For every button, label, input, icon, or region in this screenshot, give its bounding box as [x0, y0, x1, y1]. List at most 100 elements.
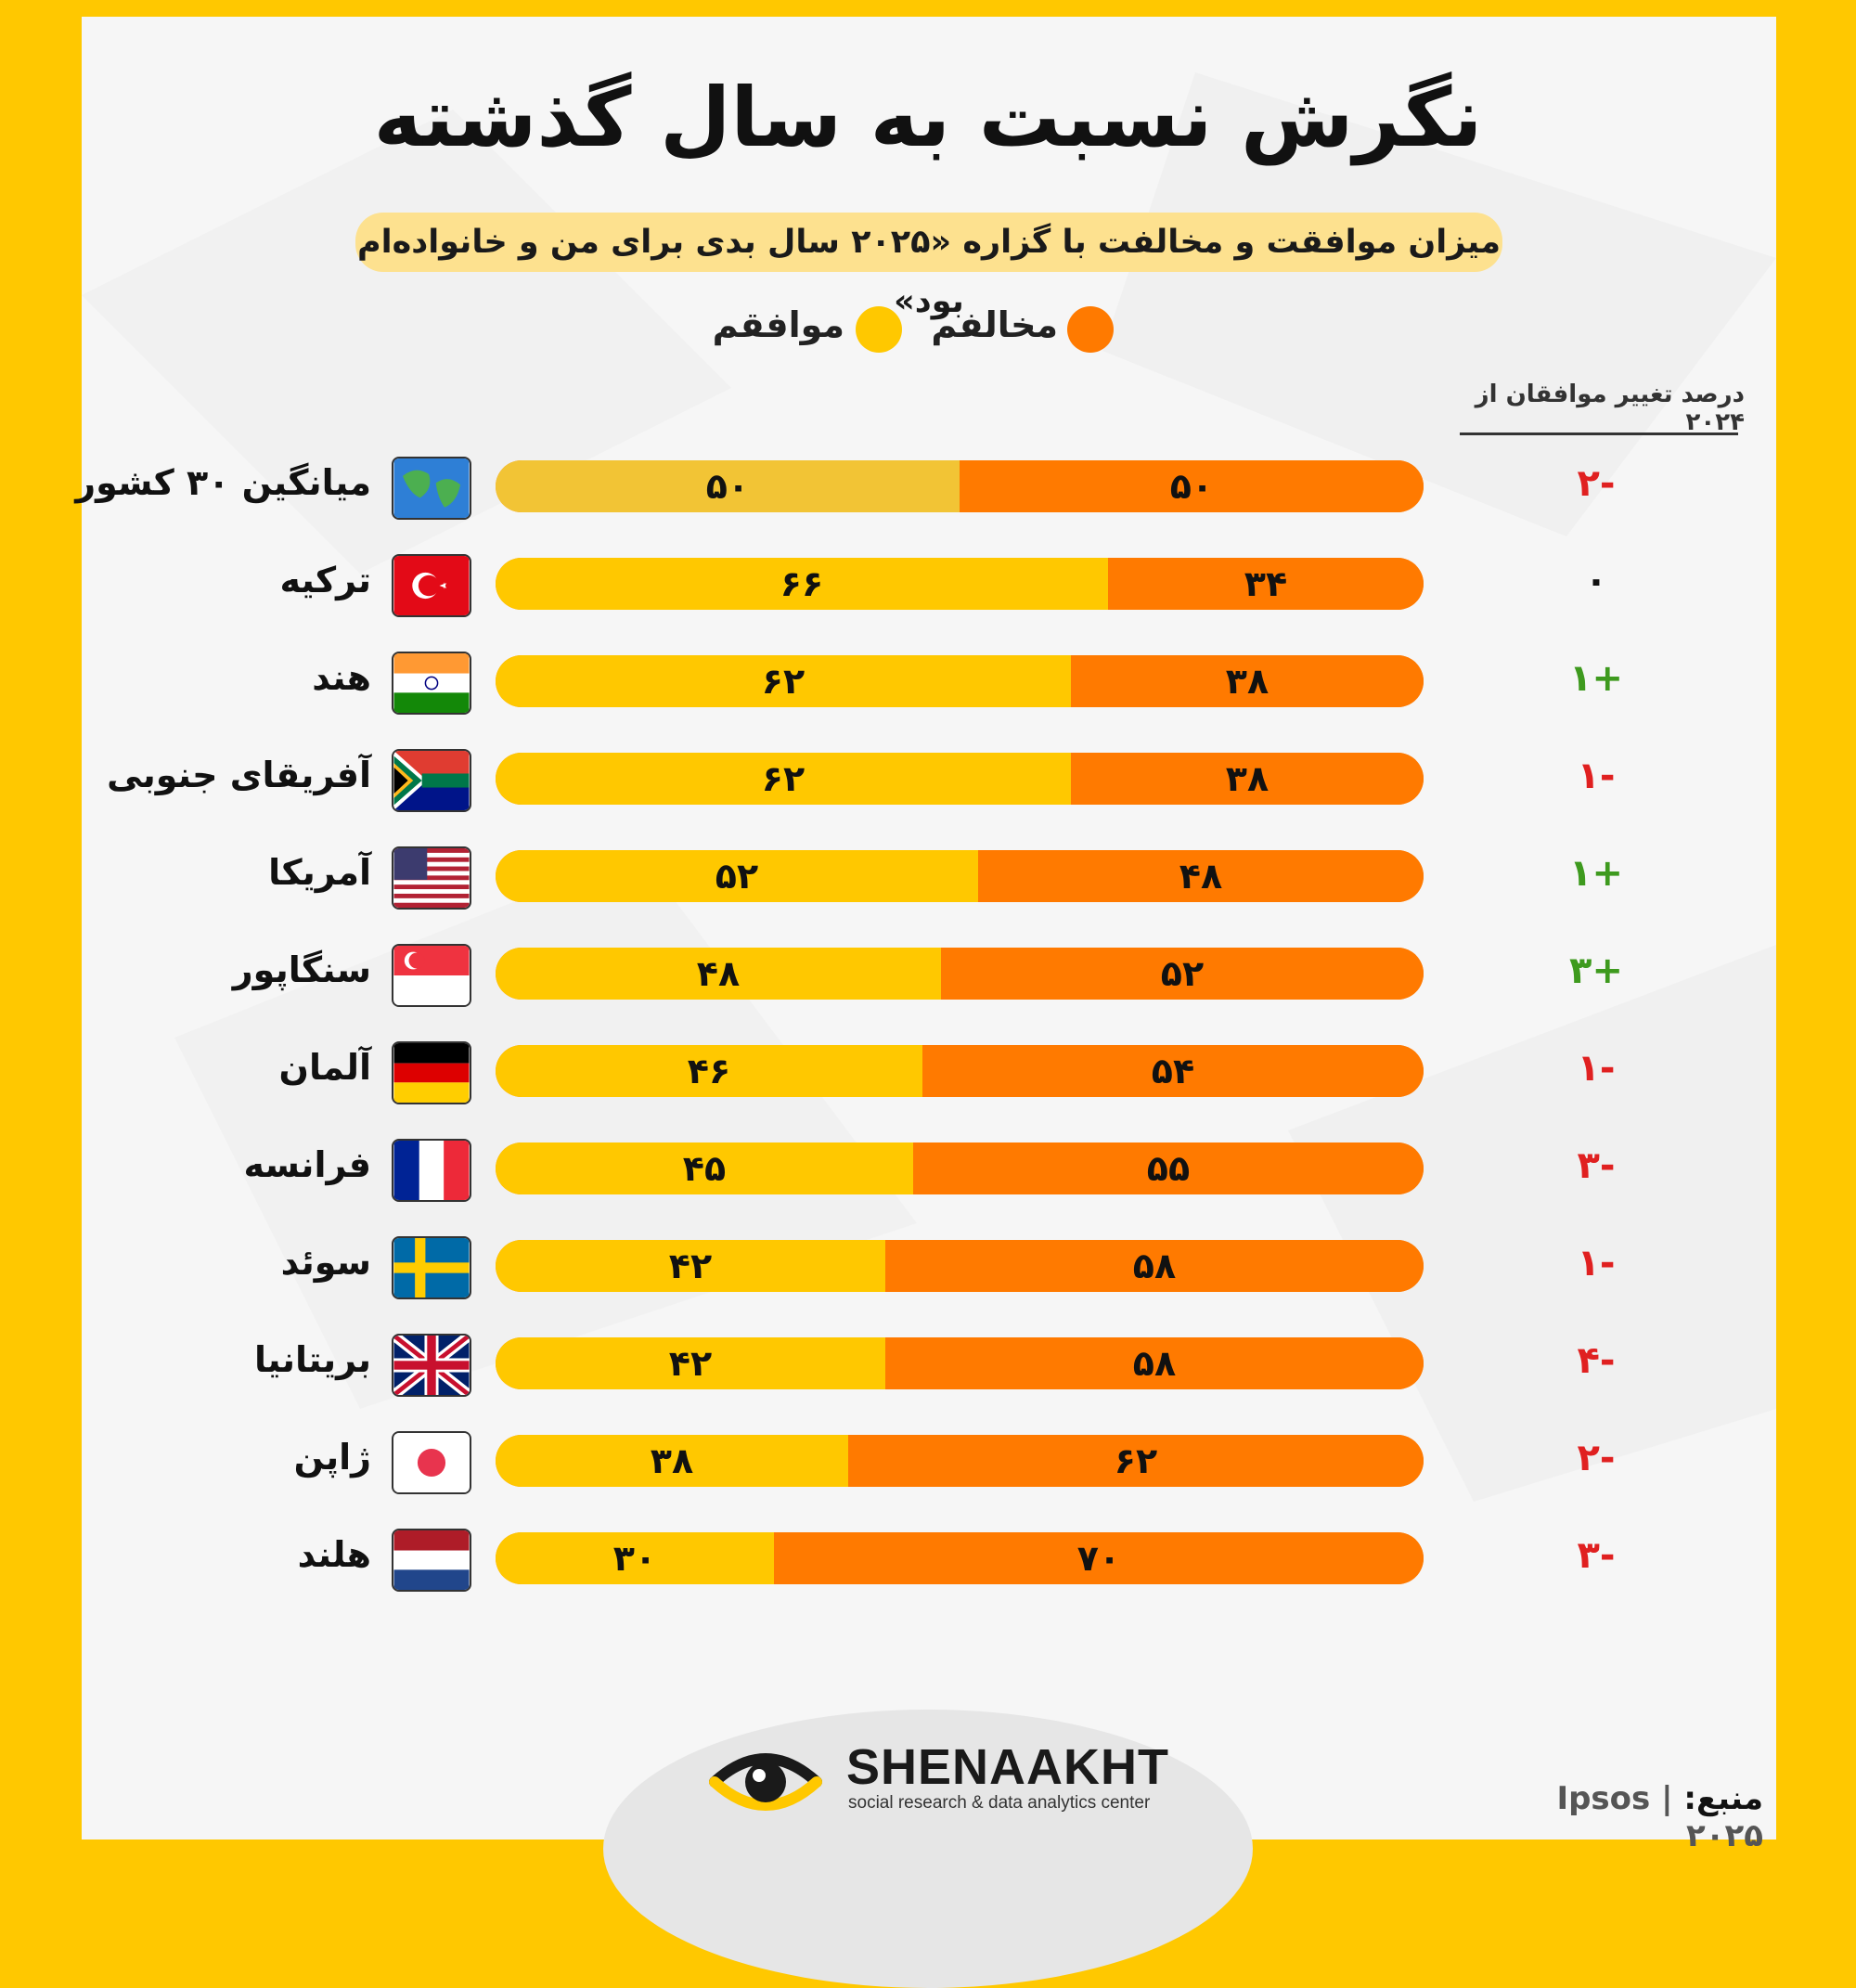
agree-value-label: ۴۲: [668, 1246, 713, 1286]
bar-row: ۶۶ ۳۴: [496, 558, 1424, 610]
agree-value-label: ۵۰: [705, 466, 750, 507]
disagree-bar: [913, 1142, 1424, 1194]
turkey-flag-icon: [392, 554, 471, 617]
agree-bar: [496, 753, 1071, 805]
japan-flag-icon: [392, 1431, 471, 1494]
change-value: ۱+: [1569, 657, 1623, 700]
usa-flag-icon: [392, 846, 471, 910]
globe-flag-icon: [392, 457, 471, 520]
uk-flag-icon: [392, 1334, 471, 1397]
disagree-value-label: ۵۵: [1146, 1148, 1191, 1189]
change-value: ۱+: [1569, 852, 1623, 895]
bar-row: ۶۲ ۳۸: [496, 753, 1424, 805]
source-label: منبع:: [1683, 1780, 1763, 1817]
disagree-value-label: ۵۸: [1132, 1246, 1177, 1286]
change-value: ۱-: [1577, 755, 1616, 797]
country-name: هلند: [297, 1534, 371, 1575]
france-flag-icon: [392, 1139, 471, 1202]
bar-row: ۴۲ ۵۸: [496, 1337, 1424, 1389]
agree-bar: [496, 1240, 885, 1292]
agree-value-label: ۴۶: [687, 1051, 731, 1091]
country-name: بریتانیا: [253, 1339, 371, 1380]
bar-row: ۳۸ ۶۲: [496, 1435, 1424, 1487]
change-value: ۱-: [1577, 1047, 1616, 1090]
agree-bar: [496, 850, 978, 902]
disagree-value-label: ۳۴: [1244, 563, 1288, 604]
change-value: ۳-: [1577, 1144, 1616, 1187]
legend-agree-dot: [856, 306, 902, 353]
bar-row: ۳۰ ۷۰: [496, 1532, 1424, 1584]
disagree-value-label: ۷۰: [1076, 1538, 1121, 1579]
disagree-bar: [1071, 655, 1424, 707]
agree-value-label: ۵۲: [715, 856, 759, 897]
source-note: منبع: Ipsos | ۲۰۲۵: [1485, 1780, 1763, 1854]
agree-bar: [496, 558, 1108, 610]
agree-value-label: ۴۸: [696, 953, 741, 994]
agree-bar: [496, 1142, 913, 1194]
disagree-bar: [848, 1435, 1424, 1487]
agree-bar: [496, 655, 1071, 707]
disagree-bar: [960, 460, 1424, 512]
disagree-bar: [1071, 753, 1424, 805]
change-header-divider: [1460, 432, 1738, 435]
agree-bar: [496, 948, 941, 1000]
agree-value-label: ۳۰: [612, 1538, 657, 1579]
bar-row: ۶۲ ۳۸: [496, 655, 1424, 707]
agree-bar: [496, 1337, 885, 1389]
change-value: ۲-: [1577, 462, 1616, 505]
subtitle: میزان موافقت و مخالفت با گزاره «۲۰۲۵ سال…: [355, 213, 1502, 320]
bar-row: ۵۲ ۴۸: [496, 850, 1424, 902]
page-title: نگرش نسبت به سال گذشته: [373, 70, 1483, 165]
disagree-bar: [1108, 558, 1424, 610]
change-value: ۰: [1584, 560, 1608, 602]
sweden-flag-icon: [392, 1236, 471, 1299]
disagree-bar: [885, 1240, 1424, 1292]
brand-tagline: social research & data analytics center: [848, 1793, 1151, 1813]
disagree-value-label: ۴۸: [1179, 856, 1223, 897]
disagree-value-label: ۵۰: [1169, 466, 1214, 507]
bar-row: ۵۰ ۵۰: [496, 460, 1424, 512]
source-value: Ipsos | ۲۰۲۵: [1556, 1780, 1763, 1854]
agree-value-label: ۴۲: [668, 1343, 713, 1384]
country-name: آفریقای جنوبی: [107, 755, 371, 795]
south-africa-flag-icon: [392, 749, 471, 812]
bar-row: ۴۶ ۵۴: [496, 1045, 1424, 1097]
change-value: ۱-: [1577, 1242, 1616, 1284]
country-name: سنگاپور: [232, 949, 371, 990]
disagree-bar: [922, 1045, 1424, 1097]
agree-value-label: ۳۸: [650, 1440, 694, 1481]
change-value: ۲-: [1577, 1437, 1616, 1479]
country-name: آلمان: [278, 1047, 371, 1088]
bar-row: ۴۵ ۵۵: [496, 1142, 1424, 1194]
country-name: ترکیه: [279, 560, 371, 600]
disagree-value-label: ۳۸: [1225, 758, 1270, 799]
legend-agree-label: موافقم: [712, 304, 844, 345]
agree-value-label: ۶۶: [780, 563, 824, 604]
disagree-bar: [774, 1532, 1424, 1584]
agree-bar: [496, 1435, 848, 1487]
eye-icon: [709, 1753, 822, 1811]
country-name: سوئد: [280, 1242, 371, 1283]
change-value: ۳-: [1577, 1534, 1616, 1577]
change-value: ۳+: [1569, 949, 1623, 992]
country-name: هند: [312, 657, 371, 698]
country-name: میانگین ۳۰ کشور: [75, 462, 371, 503]
legend-disagree-dot: [1067, 306, 1114, 353]
agree-value-label: ۶۲: [761, 661, 806, 702]
agree-value-label: ۴۵: [682, 1148, 727, 1189]
disagree-value-label: ۵۲: [1160, 953, 1205, 994]
disagree-value-label: ۵۴: [1151, 1051, 1195, 1091]
germany-flag-icon: [392, 1041, 471, 1104]
bar-row: ۴۸ ۵۲: [496, 948, 1424, 1000]
brand-name: SHENAAKHT: [846, 1739, 1170, 1795]
disagree-value-label: ۵۸: [1132, 1343, 1177, 1384]
disagree-value-label: ۶۲: [1114, 1440, 1158, 1481]
disagree-bar: [978, 850, 1424, 902]
disagree-bar: [941, 948, 1424, 1000]
disagree-bar: [885, 1337, 1424, 1389]
change-header: درصد تغییر موافقان از ۲۰۲۴: [1475, 381, 1745, 436]
country-name: آمریکا: [268, 852, 371, 893]
bar-row: ۴۲ ۵۸: [496, 1240, 1424, 1292]
disagree-value-label: ۳۸: [1225, 661, 1270, 702]
country-name: فرانسه: [243, 1144, 371, 1185]
